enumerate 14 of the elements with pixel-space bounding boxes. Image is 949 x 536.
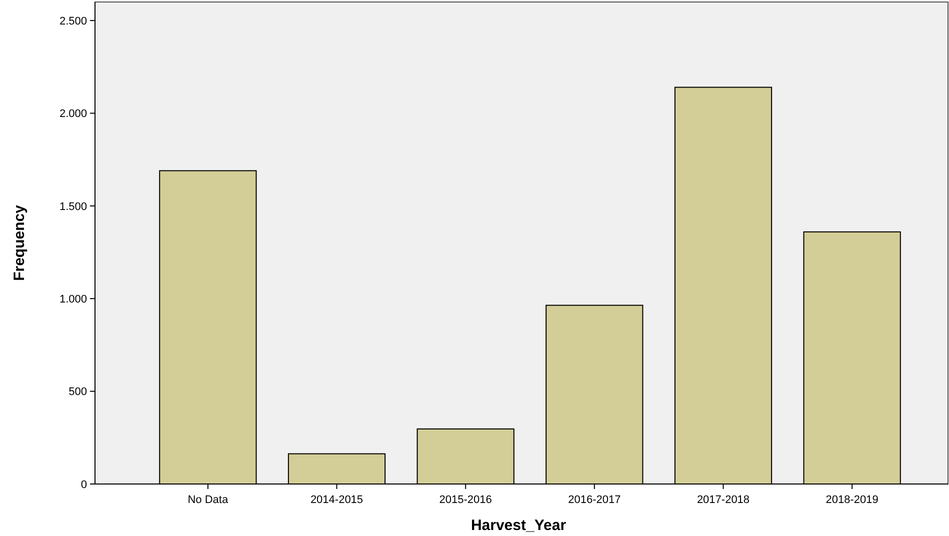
x-tick-label: 2018-2019 (826, 494, 878, 506)
y-tick-label: 1.500 (59, 200, 87, 213)
y-tick-label: 0 (80, 478, 87, 491)
y-tick-label: 1.000 (59, 293, 87, 306)
x-tick-label: 2017-2018 (696, 494, 750, 506)
x-tick-label: No Data (188, 494, 229, 506)
x-axis-title: Harvest_Year (470, 517, 566, 534)
y-axis-title: Frequency (11, 204, 28, 281)
y-tick-label: 2.000 (59, 108, 87, 120)
x-tick-label: 2014-2015 (310, 494, 364, 506)
x-tick-label: 2015-2016 (439, 494, 492, 506)
x-tick-label: 2016-2017 (568, 494, 621, 506)
y-tick-label: 500 (68, 386, 87, 398)
y-tick-label: 2.500 (59, 15, 87, 28)
